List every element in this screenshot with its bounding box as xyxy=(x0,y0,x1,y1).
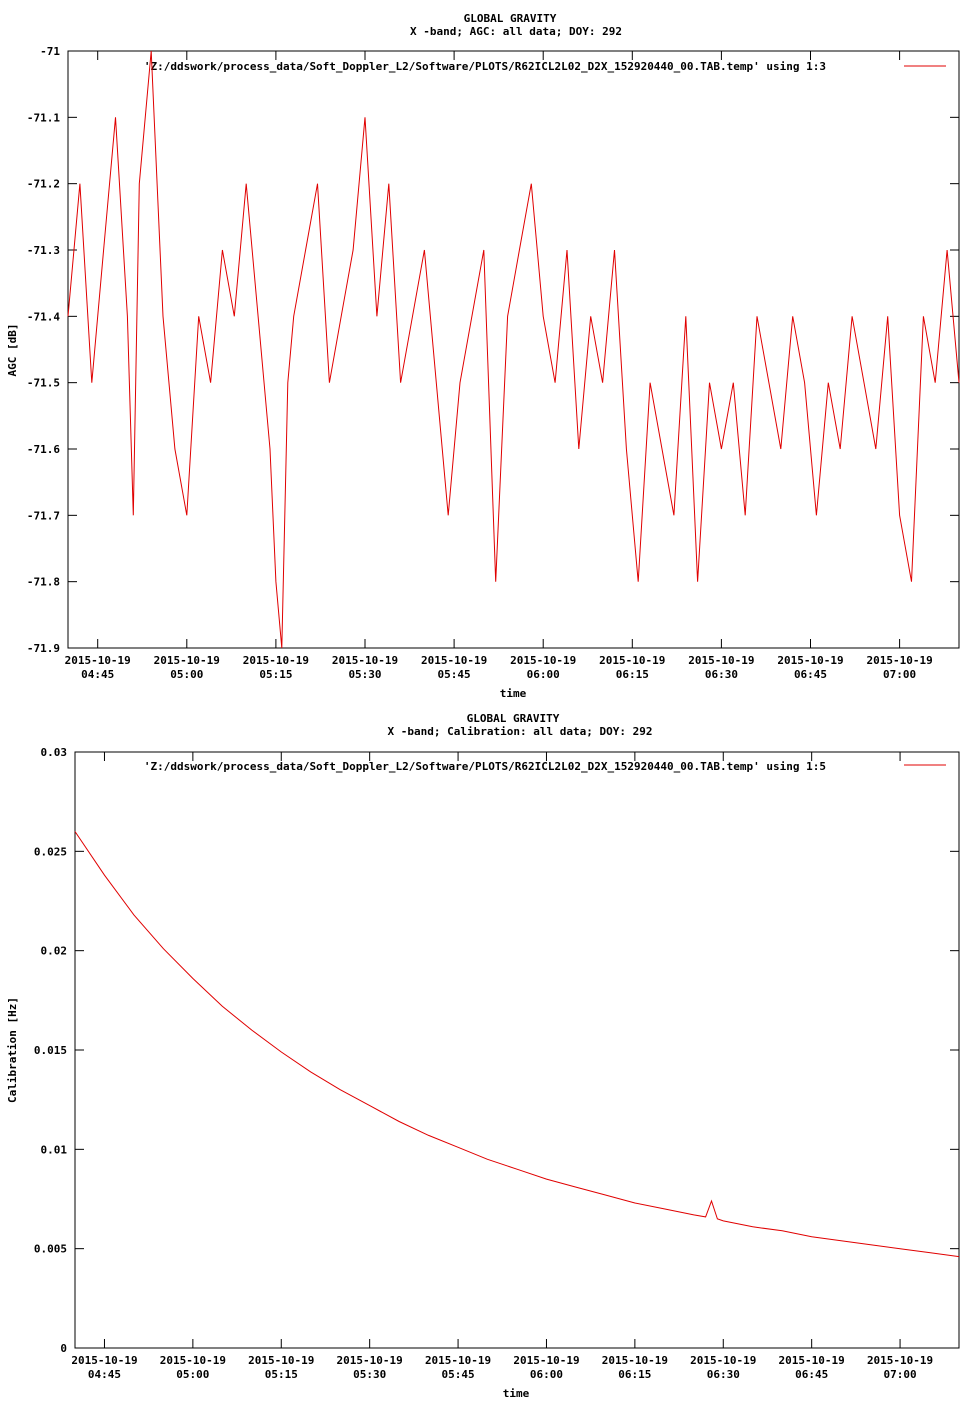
agc-chart-subtitle: X -band; AGC: all data; DOY: 292 xyxy=(410,25,622,38)
calibration-x-tick-date: 2015-10-19 xyxy=(690,1354,756,1367)
calibration-x-tick-date: 2015-10-19 xyxy=(779,1354,845,1367)
calibration-x-tick-date: 2015-10-19 xyxy=(248,1354,314,1367)
agc-plot-frame xyxy=(67,50,960,649)
agc-x-tick-time: 05:45 xyxy=(438,668,471,681)
agc-y-tick-label: -71.1 xyxy=(27,111,60,124)
agc-x-tick-date: 2015-10-19 xyxy=(154,654,220,667)
agc-y-tick-label: -71.7 xyxy=(27,509,60,522)
calibration-x-tick-time: 05:00 xyxy=(176,1368,209,1381)
agc-y-tick-label: -71.2 xyxy=(27,178,60,191)
calibration-chart: GLOBAL GRAVITY X -band; Calibration: all… xyxy=(6,712,960,1400)
agc-x-tick-time: 05:00 xyxy=(170,668,203,681)
agc-x-tick-date: 2015-10-19 xyxy=(599,654,665,667)
agc-x-tick-date: 2015-10-19 xyxy=(65,654,131,667)
calibration-y-axis-label: Calibration [Hz] xyxy=(6,997,19,1103)
calibration-series-line xyxy=(74,831,960,1258)
agc-x-tick-time: 06:30 xyxy=(705,668,738,681)
agc-y-axis-label: AGC [dB] xyxy=(6,324,19,377)
agc-x-tick-date: 2015-10-19 xyxy=(777,654,843,667)
agc-x-tick-date: 2015-10-19 xyxy=(510,654,576,667)
agc-x-tick-time: 05:15 xyxy=(259,668,292,681)
calibration-x-tick-date: 2015-10-19 xyxy=(71,1354,137,1367)
agc-chart: GLOBAL GRAVITY X -band; AGC: all data; D… xyxy=(6,12,960,700)
agc-x-tick-date: 2015-10-19 xyxy=(866,654,932,667)
calibration-chart-subtitle: X -band; Calibration: all data; DOY: 292 xyxy=(388,725,653,738)
agc-x-tick-time: 06:45 xyxy=(794,668,827,681)
agc-x-tick-date: 2015-10-19 xyxy=(243,654,309,667)
agc-x-axis-label: time xyxy=(500,687,527,700)
calibration-x-tick-time: 05:15 xyxy=(265,1368,298,1381)
agc-y-tick-label: -71.4 xyxy=(27,310,60,323)
agc-y-tick-label: -71 xyxy=(40,45,60,58)
agc-x-tick-time: 06:00 xyxy=(527,668,560,681)
agc-chart-title: GLOBAL GRAVITY xyxy=(464,12,557,25)
agc-x-tick-time: 06:15 xyxy=(616,668,649,681)
calibration-x-tick-time: 06:30 xyxy=(707,1368,740,1381)
calibration-x-tick-date: 2015-10-19 xyxy=(425,1354,491,1367)
agc-y-tick-label: -71.8 xyxy=(27,576,60,589)
calibration-x-axis: 2015-10-1904:452015-10-1905:002015-10-19… xyxy=(71,752,933,1381)
calibration-x-tick-date: 2015-10-19 xyxy=(160,1354,226,1367)
calibration-x-tick-date: 2015-10-19 xyxy=(867,1354,933,1367)
calibration-y-tick-label: 0.01 xyxy=(41,1143,68,1156)
calibration-x-tick-date: 2015-10-19 xyxy=(513,1354,579,1367)
calibration-y-tick-label: 0.025 xyxy=(34,845,67,858)
calibration-x-tick-time: 04:45 xyxy=(88,1368,121,1381)
agc-y-tick-label: -71.3 xyxy=(27,244,60,257)
calibration-y-tick-label: 0 xyxy=(60,1342,67,1355)
agc-y-tick-label: -71.5 xyxy=(27,377,60,390)
agc-y-axis: -71 -71.1 -71.2 -71.3 -71.4 -71.5 -71.6 -71.7 -7… xyxy=(27,45,959,655)
calibration-chart-title: GLOBAL GRAVITY xyxy=(467,712,560,725)
calibration-x-axis-label: time xyxy=(503,1387,530,1400)
calibration-y-tick-label: 0.02 xyxy=(41,945,68,958)
calibration-y-axis: 0.03 0.025 0.02 0.015 0.01 0.005 0 xyxy=(34,746,959,1355)
agc-x-tick-time: 07:00 xyxy=(883,668,916,681)
agc-x-tick-date: 2015-10-19 xyxy=(332,654,398,667)
agc-x-tick-time: 05:30 xyxy=(348,668,381,681)
calibration-x-tick-date: 2015-10-19 xyxy=(602,1354,668,1367)
agc-x-tick-time: 04:45 xyxy=(81,668,114,681)
agc-y-tick-label: -71.6 xyxy=(27,443,60,456)
agc-x-tick-date: 2015-10-19 xyxy=(421,654,487,667)
calibration-y-tick-label: 0.03 xyxy=(41,746,68,759)
agc-x-axis: 2015-10-1904:452015-10-1905:002015-10-19… xyxy=(65,51,933,681)
calibration-x-tick-time: 07:00 xyxy=(884,1368,917,1381)
calibration-y-tick-label: 0.015 xyxy=(34,1044,67,1057)
calibration-y-tick-label: 0.005 xyxy=(34,1243,67,1256)
calibration-x-tick-time: 06:00 xyxy=(530,1368,563,1381)
calibration-legend-label: 'Z:/ddswork/process_data/Soft_Doppler_L2… xyxy=(144,760,826,773)
calibration-plot-frame xyxy=(74,751,960,1349)
agc-legend-label: 'Z:/ddswork/process_data/Soft_Doppler_L2… xyxy=(144,60,826,73)
agc-y-tick-label: -71.9 xyxy=(27,642,60,655)
agc-series-line xyxy=(67,50,960,649)
agc-x-tick-date: 2015-10-19 xyxy=(688,654,754,667)
calibration-x-tick-time: 05:30 xyxy=(353,1368,386,1381)
calibration-x-tick-time: 06:45 xyxy=(795,1368,828,1381)
calibration-x-tick-time: 05:45 xyxy=(442,1368,475,1381)
calibration-x-tick-date: 2015-10-19 xyxy=(337,1354,403,1367)
calibration-x-tick-time: 06:15 xyxy=(618,1368,651,1381)
